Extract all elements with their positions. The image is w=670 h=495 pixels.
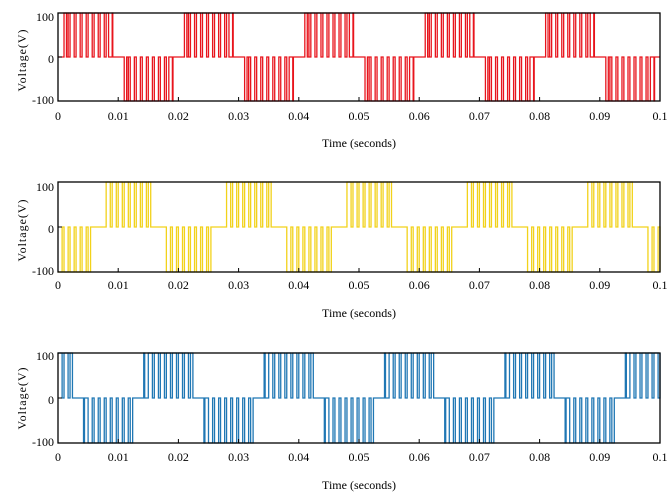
x-tick-label: 0.08 xyxy=(529,278,550,292)
y-tick-label-0: 0 xyxy=(48,222,54,236)
series-line-group xyxy=(58,181,661,273)
x-tick-label: 0 xyxy=(55,450,61,464)
y-tick-label-100: 100 xyxy=(36,10,54,24)
x-tick-label: 0.03 xyxy=(228,450,249,464)
x-tick-label: 0.04 xyxy=(288,109,309,123)
x-tick-label: 0.07 xyxy=(469,109,490,123)
x-tick-label: 0.08 xyxy=(529,109,550,123)
x-tick-label: 0.06 xyxy=(409,450,430,464)
x-axis-label: Time (seconds) xyxy=(322,478,396,492)
x-tick-label: 0.03 xyxy=(228,109,249,123)
x-tick-label: 0.01 xyxy=(108,109,129,123)
chart-panel-1: Voltage(V) 100 0 -100 0 0.01 0.02 0.03 0.04 0… xyxy=(15,10,668,150)
y-tick-label-minus-100: -100 xyxy=(32,264,54,278)
x-tick-group: 0 0.01 0.02 0.03 0.04 0.05 0.06 0.07 0.08 0.09 0.1 xyxy=(55,181,668,292)
x-tick-label: 0.02 xyxy=(168,278,189,292)
x-tick-label: 0.07 xyxy=(469,450,490,464)
plot-frame xyxy=(57,181,661,273)
x-tick-label: 0.06 xyxy=(409,109,430,123)
series-line-group xyxy=(58,352,661,444)
x-tick-label: 0.09 xyxy=(589,278,610,292)
x-tick-label: 0.02 xyxy=(168,109,189,123)
x-tick-label: 0 xyxy=(55,278,61,292)
x-tick-label: 0 xyxy=(55,109,61,123)
x-tick-label: 0.05 xyxy=(349,109,370,123)
x-tick-label: 0.04 xyxy=(288,278,309,292)
x-tick-label: 0.01 xyxy=(108,450,129,464)
x-tick-label: 0.05 xyxy=(349,450,370,464)
y-tick-label-minus-100: -100 xyxy=(32,435,54,449)
x-tick-label: 0.09 xyxy=(589,450,610,464)
x-tick-label: 0.01 xyxy=(108,278,129,292)
y-tick-label-0: 0 xyxy=(48,393,54,407)
x-tick-label: 0.1 xyxy=(653,450,668,464)
x-tick-label: 0.1 xyxy=(653,278,668,292)
plot-frame xyxy=(57,352,661,444)
series-line xyxy=(58,181,661,273)
x-axis-label: Time (seconds) xyxy=(322,306,396,320)
x-tick-group: 0 0.01 0.02 0.03 0.04 0.05 0.06 0.07 0.08 0.09 0.1 xyxy=(55,352,668,464)
y-axis-label: Voltage(V) xyxy=(15,366,29,429)
chart-panel-2: Voltage(V) 100 0 -100 0 0.01 0.02 0.03 0.04 0… xyxy=(15,180,668,320)
series-line xyxy=(58,12,660,102)
x-tick-label: 0.06 xyxy=(409,278,430,292)
series-line-group xyxy=(58,12,660,102)
y-tick-label-0: 0 xyxy=(48,52,54,66)
x-tick-label: 0.04 xyxy=(288,450,309,464)
series-line xyxy=(58,352,661,444)
y-axis-label: Voltage(V) xyxy=(15,28,29,91)
x-tick-label: 0.07 xyxy=(469,278,490,292)
x-tick-label: 0.05 xyxy=(349,278,370,292)
chart-panel-3: Voltage(V) 100 0 -100 0 0.01 0.02 0.03 0.04 0… xyxy=(15,349,668,492)
y-tick-label-100: 100 xyxy=(36,349,54,363)
x-tick-group: 0 0.01 0.02 0.03 0.04 0.05 0.06 0.07 0.08 0.09 0.1 xyxy=(55,12,668,123)
y-tick-label-100: 100 xyxy=(36,180,54,194)
x-tick-label: 0.02 xyxy=(168,450,189,464)
plot-frame xyxy=(57,12,661,102)
y-axis-label: Voltage(V) xyxy=(15,198,29,261)
x-axis-label: Time (seconds) xyxy=(322,136,396,150)
y-tick-label-minus-100: -100 xyxy=(32,93,54,107)
x-tick-label: 0.03 xyxy=(228,278,249,292)
x-tick-label: 0.08 xyxy=(529,450,550,464)
x-tick-label: 0.09 xyxy=(589,109,610,123)
x-tick-label: 0.1 xyxy=(653,109,668,123)
